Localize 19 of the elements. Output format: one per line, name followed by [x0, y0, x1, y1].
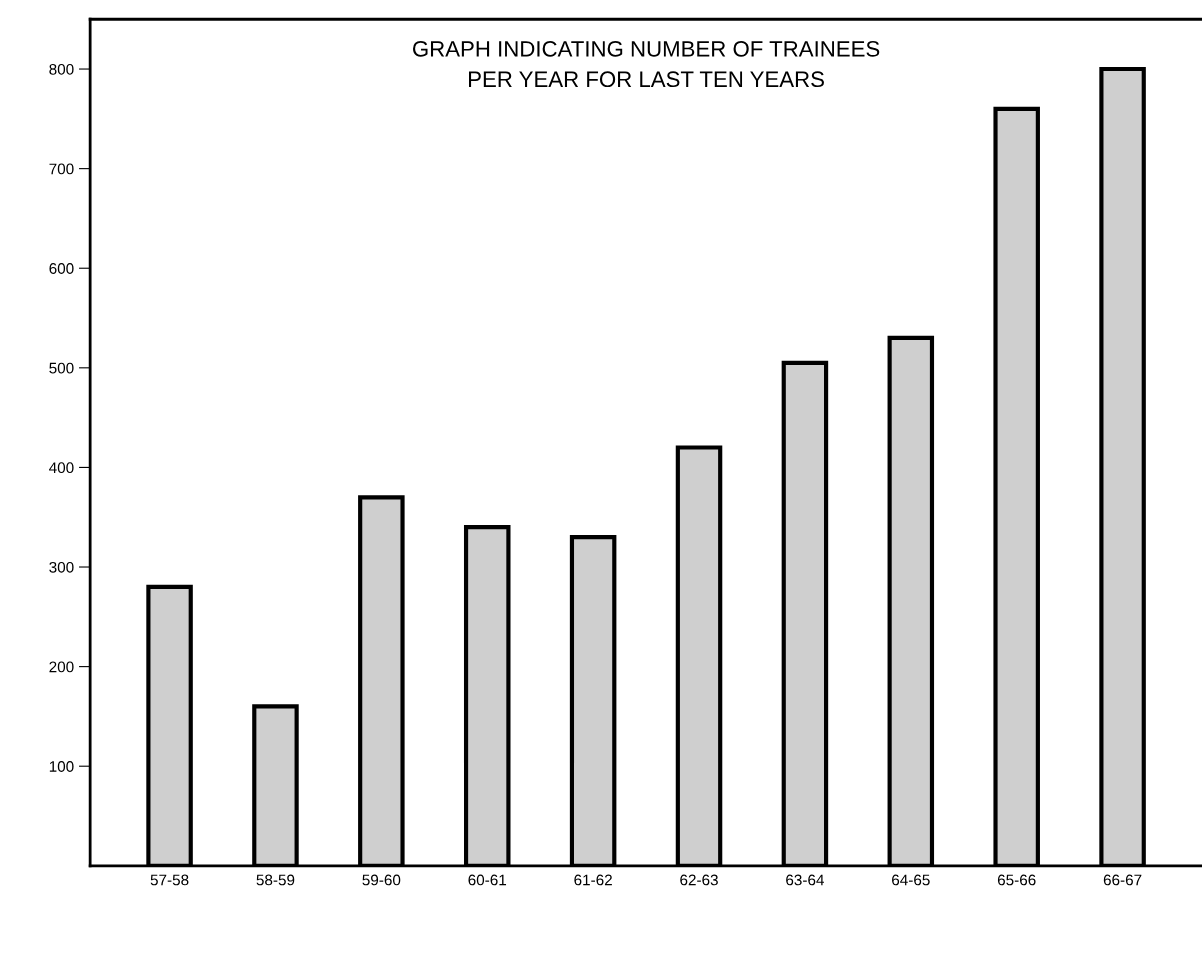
x-tick-label: 62-63: [680, 874, 718, 886]
x-tick-label: 63-64: [786, 874, 824, 886]
y-tick-label: 100: [49, 761, 74, 772]
x-tick-label: 66-67: [1103, 874, 1142, 886]
y-tick-label: 800: [49, 63, 74, 75]
y-tick-label: 700: [49, 163, 74, 175]
x-tick-label: 60-61: [468, 874, 507, 886]
x-tick-label: 65-66: [997, 874, 1036, 886]
y-tick-label: 200: [49, 661, 74, 673]
x-tick-label: 59-60: [362, 874, 401, 886]
x-tick-label: 61-62: [574, 874, 612, 886]
x-tick-label: 57-58: [150, 874, 189, 886]
x-tick-label: 58-59: [256, 874, 295, 886]
text: GRAPH INDICATING NUMBER OF TRAINEES PER YEAR FOR LAST TEN YEARS: [413, 40, 880, 88]
y-tick-label: 300: [49, 561, 74, 573]
x-tick-label: 64-65: [892, 874, 930, 886]
y-tick-label: 500: [49, 362, 74, 374]
y-tick-label: 600: [49, 263, 74, 274]
y-tick-label: 400: [49, 462, 74, 474]
